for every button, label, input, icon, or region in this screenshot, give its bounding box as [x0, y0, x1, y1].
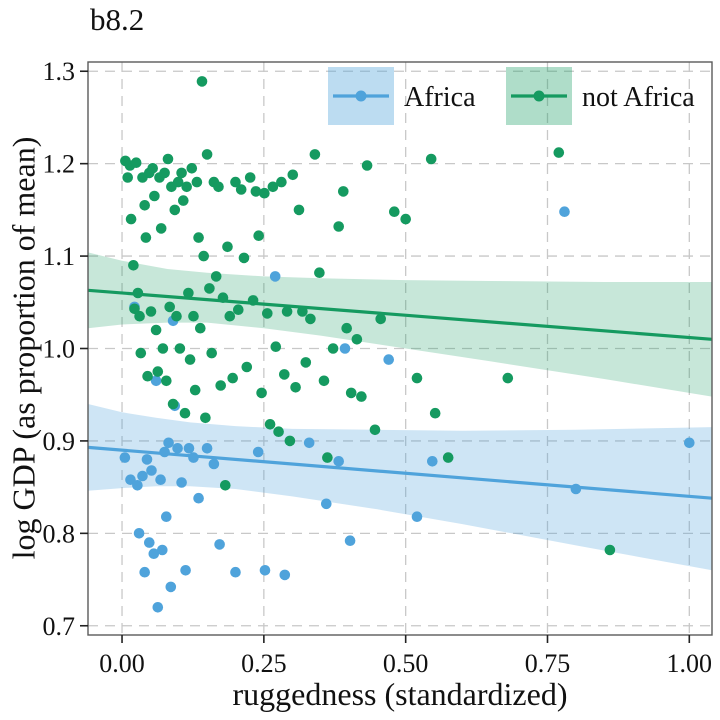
- africa-confidence-band: [88, 404, 712, 571]
- svg-text:1.0: 1.0: [43, 335, 76, 364]
- axis-ticks: [80, 70, 691, 643]
- legend-point-sample: [355, 90, 367, 102]
- legend-point-sample: [533, 90, 545, 102]
- svg-text:0.50: 0.50: [383, 649, 429, 678]
- not-africa-confidence-band: [88, 252, 712, 397]
- svg-text:0.7: 0.7: [43, 612, 76, 641]
- legend-entry-africa: Africa: [328, 67, 476, 125]
- svg-text:1.3: 1.3: [43, 57, 76, 86]
- x-axis-label: ruggedness (standardized): [232, 676, 568, 712]
- svg-text:0.75: 0.75: [525, 649, 571, 678]
- svg-text:0.00: 0.00: [99, 649, 145, 678]
- svg-text:0.8: 0.8: [43, 519, 76, 548]
- legend-label: not Africa: [582, 82, 695, 113]
- not-africa-points: [120, 76, 616, 556]
- legend: Africa not Africa: [328, 67, 695, 125]
- legend-label: Africa: [404, 82, 476, 113]
- svg-text:0.25: 0.25: [241, 649, 287, 678]
- africa-points: [119, 206, 695, 613]
- svg-text:0.9: 0.9: [43, 427, 76, 456]
- not-africa-regression-line: [87, 288, 713, 341]
- tick-labels: 0.00 0.25 0.50 0.75 1.00 0.7 0.8 0.9 1.0 1.1 1.2 1.…: [43, 57, 713, 678]
- svg-text:1.1: 1.1: [43, 242, 76, 271]
- svg-text:1.2: 1.2: [43, 150, 76, 179]
- y-axis-label: log GDP (as proportion of mean): [5, 136, 42, 560]
- svg-text:1.00: 1.00: [667, 649, 713, 678]
- legend-entry-not-africa: not Africa: [506, 67, 695, 125]
- chart-title: b8.2: [90, 2, 145, 37]
